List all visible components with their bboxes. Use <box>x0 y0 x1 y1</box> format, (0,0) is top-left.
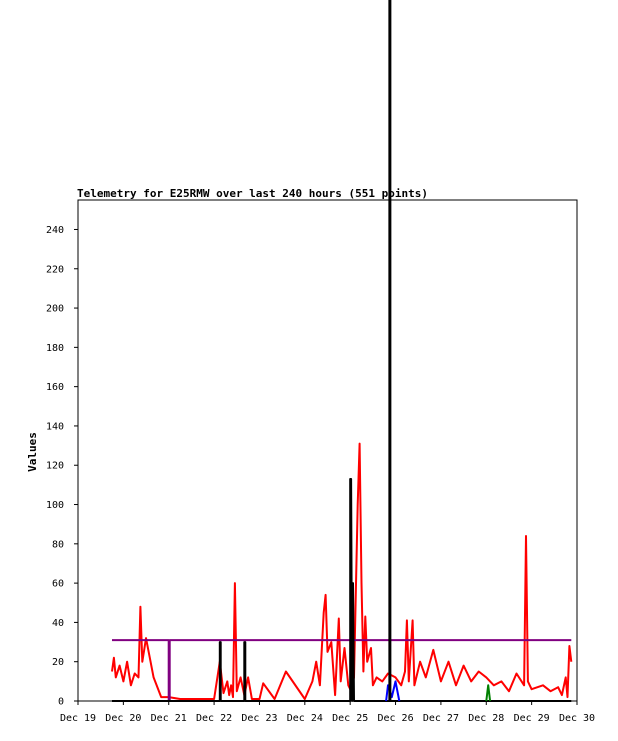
x-tick-label: Dec 29 <box>514 713 550 724</box>
x-tick-label: Dec 24 <box>287 713 323 724</box>
x-tick-label: Dec 20 <box>105 713 141 724</box>
x-tick-label: Dec 23 <box>241 713 277 724</box>
chart-title: Telemetry for E25RMW over last 240 hours… <box>77 187 428 200</box>
series-line-4 <box>385 680 401 702</box>
x-axis: Dec 19 Dec 20 Dec 21 Dec 22 Dec 23 Dec 24 Dec … <box>60 701 595 724</box>
series-line-1 <box>111 442 573 700</box>
series-line-3 <box>112 478 572 702</box>
y-tick-label: 160 <box>46 382 64 393</box>
x-tick-label: Dec 19 <box>60 713 96 724</box>
y-axis: 0 20 40 60 80 100 120 140 160 180 200 220 240 <box>46 225 78 708</box>
x-tick-label: Dec 25 <box>332 713 368 724</box>
y-tick-label: 100 <box>46 500 64 511</box>
y-tick-label: 0 <box>58 697 64 708</box>
y-tick-label: 180 <box>46 343 64 354</box>
x-tick-label: Dec 26 <box>377 713 413 724</box>
y-tick-label: 20 <box>52 657 64 668</box>
x-tick-label: Dec 21 <box>151 713 187 724</box>
y-tick-label: 60 <box>52 579 64 590</box>
y-tick-label: 40 <box>52 618 64 629</box>
y-tick-label: 220 <box>46 264 64 275</box>
y-tick-label: 240 <box>46 225 64 236</box>
y-tick-label: 200 <box>46 304 64 315</box>
x-tick-label: Dec 30 <box>559 713 595 724</box>
y-axis-title: Values <box>26 432 39 472</box>
y-tick-label: 140 <box>46 421 64 432</box>
y-tick-label: 120 <box>46 461 64 472</box>
series-layer <box>111 0 573 702</box>
x-tick-label: Dec 28 <box>468 713 504 724</box>
x-tick-label: Dec 27 <box>423 713 459 724</box>
y-tick-label: 80 <box>52 539 64 550</box>
x-tick-label: Dec 22 <box>196 713 232 724</box>
series-line-5 <box>485 684 492 702</box>
